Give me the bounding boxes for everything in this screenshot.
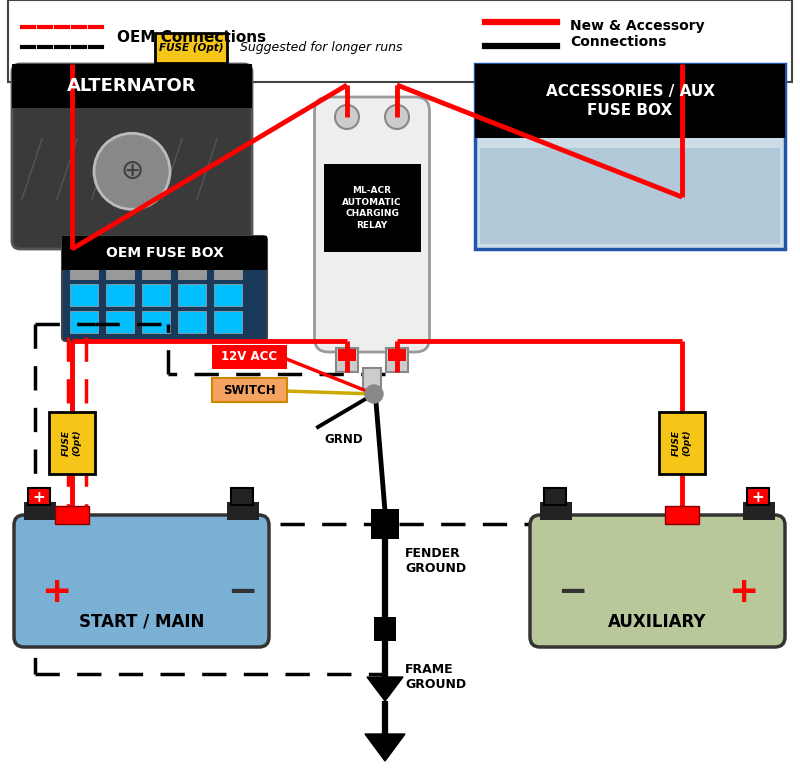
Text: −: − bbox=[557, 575, 587, 609]
FancyBboxPatch shape bbox=[530, 515, 785, 647]
Bar bbox=[475, 64, 785, 249]
Bar bbox=[55, 506, 89, 524]
Text: +: + bbox=[41, 575, 71, 609]
Bar bbox=[338, 349, 356, 361]
Text: New & Accessory
Connections: New & Accessory Connections bbox=[570, 19, 705, 49]
Bar bbox=[106, 257, 134, 279]
Bar bbox=[544, 488, 566, 505]
Bar bbox=[214, 284, 242, 306]
Bar bbox=[178, 311, 206, 333]
Bar bbox=[336, 348, 358, 372]
Bar bbox=[8, 0, 792, 82]
Bar bbox=[371, 509, 399, 539]
FancyBboxPatch shape bbox=[62, 236, 267, 341]
Circle shape bbox=[365, 385, 383, 403]
Bar bbox=[231, 488, 253, 505]
Text: −: − bbox=[227, 575, 257, 609]
Bar bbox=[106, 311, 134, 333]
Bar bbox=[12, 64, 252, 108]
Bar bbox=[747, 488, 769, 505]
Text: OEM FUSE BOX: OEM FUSE BOX bbox=[106, 246, 223, 260]
Text: FUSE
(Opt): FUSE (Opt) bbox=[62, 430, 82, 456]
Text: ⊕: ⊕ bbox=[120, 157, 144, 185]
Text: AUXILIARY: AUXILIARY bbox=[608, 613, 706, 631]
Text: +: + bbox=[752, 489, 764, 505]
Bar bbox=[665, 506, 699, 524]
Bar bbox=[386, 348, 408, 372]
Bar bbox=[227, 502, 259, 520]
Text: ACCESSORIES / AUX
FUSE BOX: ACCESSORIES / AUX FUSE BOX bbox=[546, 84, 714, 118]
Text: SWITCH: SWITCH bbox=[223, 383, 276, 397]
Circle shape bbox=[335, 105, 359, 129]
Text: FRAME
GROUND: FRAME GROUND bbox=[405, 663, 466, 691]
Bar bbox=[212, 345, 287, 369]
Bar bbox=[70, 311, 98, 333]
Bar bbox=[212, 378, 287, 402]
Bar bbox=[70, 284, 98, 306]
Bar bbox=[214, 311, 242, 333]
Bar bbox=[142, 284, 170, 306]
Text: Suggested for longer runs: Suggested for longer runs bbox=[240, 41, 402, 55]
Polygon shape bbox=[367, 677, 403, 701]
Bar bbox=[178, 284, 206, 306]
Bar bbox=[106, 284, 134, 306]
Text: FUSE
(Opt): FUSE (Opt) bbox=[672, 430, 692, 456]
Text: FUSE (Opt): FUSE (Opt) bbox=[158, 43, 223, 53]
Text: +: + bbox=[33, 489, 46, 505]
FancyBboxPatch shape bbox=[314, 97, 430, 352]
Bar bbox=[24, 502, 56, 520]
FancyBboxPatch shape bbox=[12, 64, 252, 249]
Text: GRND: GRND bbox=[324, 433, 362, 446]
Bar bbox=[142, 257, 170, 279]
Text: START / MAIN: START / MAIN bbox=[79, 613, 204, 631]
Bar bbox=[142, 311, 170, 333]
Bar bbox=[363, 368, 381, 390]
Bar bbox=[480, 148, 780, 244]
Bar bbox=[178, 257, 206, 279]
Text: OEM Connections: OEM Connections bbox=[117, 30, 266, 44]
Text: ML-ACR
AUTOMATIC
CHARGING
RELAY: ML-ACR AUTOMATIC CHARGING RELAY bbox=[342, 186, 402, 231]
Bar bbox=[28, 488, 50, 505]
Bar bbox=[155, 33, 227, 63]
Bar bbox=[374, 617, 396, 641]
Text: FENDER
GROUND: FENDER GROUND bbox=[405, 547, 466, 575]
Bar bbox=[388, 349, 406, 361]
Bar bbox=[743, 502, 775, 520]
Text: +: + bbox=[728, 575, 758, 609]
Bar bbox=[659, 412, 705, 474]
Polygon shape bbox=[365, 734, 405, 761]
Text: ALTERNATOR: ALTERNATOR bbox=[67, 77, 197, 95]
FancyBboxPatch shape bbox=[14, 515, 269, 647]
Bar bbox=[540, 502, 572, 520]
Bar bbox=[49, 412, 95, 474]
Bar bbox=[475, 64, 785, 138]
Text: 12V ACC: 12V ACC bbox=[222, 351, 278, 364]
Bar bbox=[214, 257, 242, 279]
Circle shape bbox=[385, 105, 409, 129]
Bar bbox=[62, 236, 267, 270]
Bar bbox=[323, 164, 421, 252]
Bar bbox=[70, 257, 98, 279]
Circle shape bbox=[94, 133, 170, 210]
